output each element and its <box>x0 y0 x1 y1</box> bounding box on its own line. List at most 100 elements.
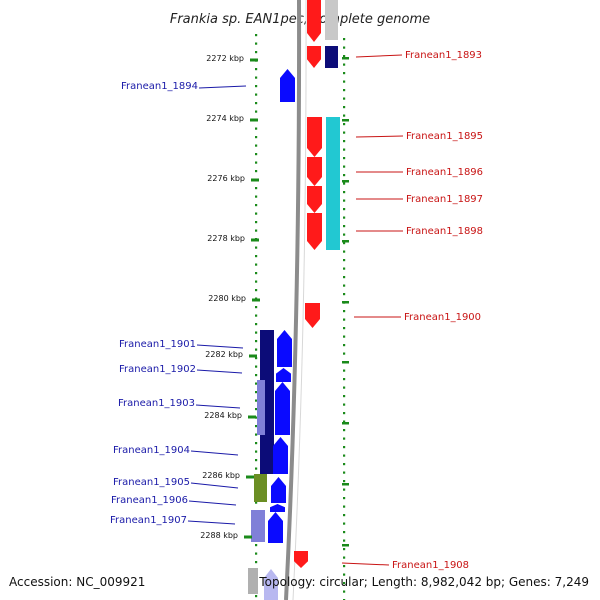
ruler-tick-label: 2286 kbp <box>202 471 240 480</box>
ruler-dot <box>343 157 346 160</box>
ruler-dot <box>255 501 258 504</box>
accession-text: Accession: NC_009921 <box>9 575 145 589</box>
ruler-dot <box>343 429 346 432</box>
ruler-dot <box>255 93 258 96</box>
ruler-dot <box>343 531 346 534</box>
ruler-dot <box>255 382 258 385</box>
ruler-dot <box>343 514 346 517</box>
ruler-dot <box>255 85 258 88</box>
ruler-tick-mark-right <box>342 483 349 486</box>
leader-line-left <box>195 404 241 409</box>
ruler-dot <box>343 471 346 474</box>
ruler-dot <box>343 191 346 194</box>
ruler-dot <box>255 459 258 462</box>
ruler-dot <box>255 416 258 419</box>
ruler-dot <box>343 454 346 457</box>
gray-track-bottom <box>248 568 258 594</box>
ruler-dot <box>255 280 258 283</box>
ruler-dot <box>343 80 346 83</box>
ruler-dot <box>343 480 346 483</box>
ruler-tick-label: 2276 kbp <box>207 174 245 183</box>
ruler-dot <box>255 595 258 598</box>
ruler-dot <box>343 259 346 262</box>
ruler-dot <box>343 463 346 466</box>
gene-label-left: Franean1_1907 <box>110 515 187 526</box>
feature-tracks <box>248 0 340 594</box>
ruler-dot <box>343 505 346 508</box>
gene-label-right: Franean1_1900 <box>404 312 481 323</box>
gene-label-left: Franean1_1905 <box>113 477 190 488</box>
ruler-dot <box>255 127 258 130</box>
leader-line-right <box>341 562 390 566</box>
ruler-dot <box>343 267 346 270</box>
ruler-dot <box>343 97 346 100</box>
ruler-dot <box>255 433 258 436</box>
ruler-tick-mark-right <box>342 301 349 304</box>
ruler-dot <box>343 556 346 559</box>
ruler-dot <box>255 340 258 343</box>
gray-track-top <box>325 0 338 40</box>
ruler-dot <box>255 467 258 470</box>
leader-line-left <box>190 482 239 489</box>
ruler-dot <box>343 548 346 551</box>
ruler-tick-mark-right <box>342 544 349 547</box>
ruler-dot <box>343 437 346 440</box>
gene-arrow-bottom <box>264 569 278 600</box>
gene-arrow-1894 <box>280 69 295 102</box>
gene-arrows <box>264 0 322 600</box>
ruler-tick-mark <box>251 238 259 242</box>
ruler-dot <box>343 114 346 117</box>
ruler-dot <box>343 216 346 219</box>
ruler-dot <box>255 34 258 37</box>
ruler-dot <box>343 55 346 58</box>
ruler-dot <box>255 136 258 139</box>
ruler-dot <box>343 310 346 313</box>
ruler-dot <box>343 131 346 134</box>
leader-line-left <box>187 520 236 525</box>
ruler-dot <box>255 229 258 232</box>
ruler-tick-mark <box>251 178 259 182</box>
ruler-dot <box>343 403 346 406</box>
ruler-dot <box>255 42 258 45</box>
ruler-tick-mark <box>246 475 254 479</box>
ruler-tick-mark <box>252 298 260 302</box>
ruler-dot <box>255 348 258 351</box>
ruler-dot <box>343 420 346 423</box>
ruler-tick-label: 2288 kbp <box>200 531 238 540</box>
ruler-dot <box>343 63 346 66</box>
ruler-dot <box>343 250 346 253</box>
leader-line-left <box>196 344 244 349</box>
ruler-tick-label: 2284 kbp <box>204 411 242 420</box>
ruler-dot <box>255 204 258 207</box>
ruler-dot <box>255 187 258 190</box>
ruler-dot <box>343 395 346 398</box>
ruler-dot <box>343 327 346 330</box>
ruler-dot <box>343 182 346 185</box>
ruler-tick-mark <box>244 535 252 539</box>
gene-arrow-1898 <box>307 213 322 250</box>
gene-label-right: Franean1_1898 <box>406 226 483 237</box>
leader-line-right <box>355 54 403 58</box>
ruler-dot <box>255 442 258 445</box>
ruler-tick-mark-right <box>342 422 349 425</box>
ruler-dot <box>255 323 258 326</box>
ruler-dot <box>343 539 346 542</box>
ruler-dot <box>255 399 258 402</box>
ruler-dot <box>255 306 258 309</box>
ruler-tick-mark-right <box>342 180 349 183</box>
ruler-dot <box>255 263 258 266</box>
ruler-dot <box>255 289 258 292</box>
ruler-dot <box>343 497 346 500</box>
gene-arrow-1907 <box>268 512 283 543</box>
ruler-dot <box>255 76 258 79</box>
ruler-dot <box>255 153 258 156</box>
ruler-tick-mark-right <box>342 57 349 60</box>
purple-track-1903 <box>257 380 265 435</box>
ruler-tick-mark <box>250 118 258 122</box>
gene-arrow-1896 <box>307 157 322 186</box>
ruler-dot <box>343 293 346 296</box>
ruler-tick-mark <box>248 415 256 419</box>
ruler-dot <box>343 46 346 49</box>
ruler-tick-mark <box>249 354 257 358</box>
